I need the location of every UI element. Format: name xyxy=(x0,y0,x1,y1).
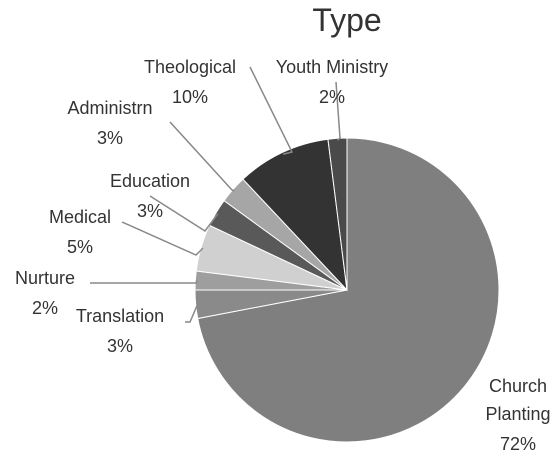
pie-slice xyxy=(242,138,348,292)
category-label: Youth Ministry xyxy=(275,57,389,77)
pie-slice xyxy=(327,137,348,291)
value-label: 3% xyxy=(136,201,163,221)
category-label: Nurture xyxy=(14,268,76,288)
chart-title: Type xyxy=(312,2,382,38)
leader-line xyxy=(90,280,198,284)
value-label: 2% xyxy=(318,87,345,107)
value-label: 2% xyxy=(31,298,58,318)
leader-line xyxy=(185,303,199,323)
category-label: Education xyxy=(109,171,191,191)
category-label: Church Planting xyxy=(485,376,551,424)
leader-line xyxy=(335,81,341,141)
value-label: 72% xyxy=(499,434,537,454)
pie-slice xyxy=(197,137,500,443)
value-label: 3% xyxy=(106,336,133,356)
value-label: 3% xyxy=(96,128,123,148)
leader-line xyxy=(169,121,235,192)
category-label: Translation xyxy=(75,306,165,326)
value-label: 10% xyxy=(171,87,209,107)
category-label: Theological xyxy=(143,57,237,77)
category-label: Administrn xyxy=(67,98,153,118)
leader-line xyxy=(149,195,219,233)
leader-line xyxy=(249,66,294,156)
leader-line xyxy=(121,221,204,256)
value-label: 5% xyxy=(66,237,93,257)
category-label: Medical xyxy=(48,207,112,227)
